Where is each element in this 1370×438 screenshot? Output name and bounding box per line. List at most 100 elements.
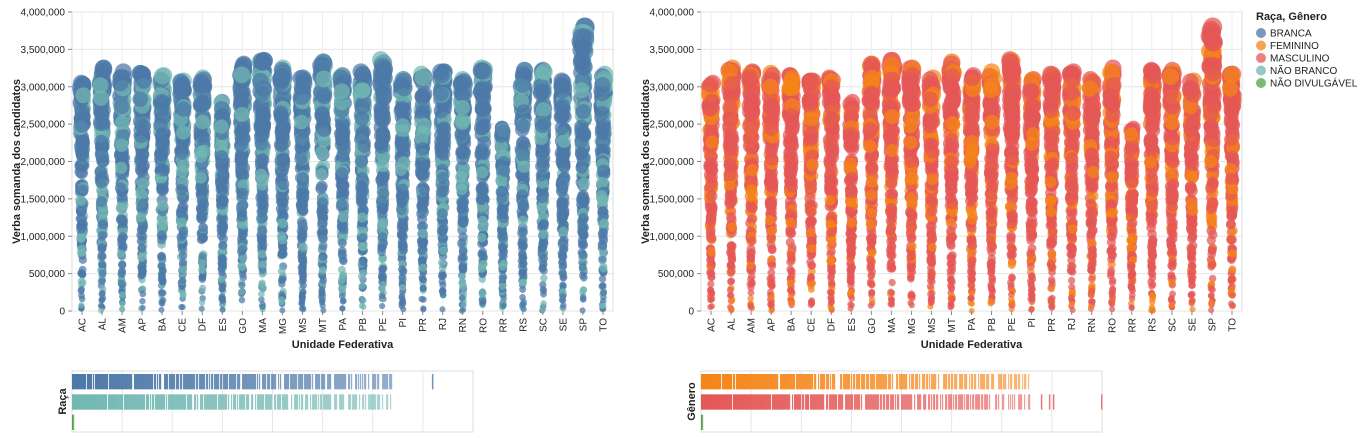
data-point: [333, 83, 350, 100]
x-tick-label: PI: [398, 318, 409, 327]
data-point: [118, 261, 127, 270]
data-point: [781, 79, 798, 96]
data-point: [767, 268, 776, 277]
data-point: [437, 208, 448, 219]
data-point: [355, 172, 369, 185]
data-point: [458, 263, 467, 272]
data-point: [135, 72, 153, 89]
data-point: [258, 280, 266, 289]
data-point: [787, 299, 795, 307]
data-point: [766, 240, 776, 250]
data-point: [418, 182, 430, 195]
data-point: [354, 82, 371, 99]
data-point: [97, 251, 106, 260]
data-point: [458, 272, 466, 281]
data-point: [117, 279, 125, 287]
data-point: [706, 206, 717, 217]
data-point: [824, 113, 839, 129]
data-point: [255, 80, 272, 97]
data-point: [275, 123, 291, 139]
data-point: [480, 297, 487, 305]
data-point: [94, 134, 108, 149]
data-point: [557, 172, 570, 185]
data-point: [517, 215, 528, 226]
data-point: [744, 121, 759, 137]
data-point: [378, 270, 386, 279]
data-point: [339, 298, 347, 305]
data-point: [580, 273, 588, 282]
data-point: [98, 296, 105, 304]
data-point: [519, 294, 526, 301]
data-point: [338, 277, 346, 285]
data-point: [597, 164, 610, 177]
data-point: [514, 76, 531, 93]
data-point: [475, 120, 490, 136]
x-tick-label: DF: [198, 318, 209, 331]
data-point: [558, 226, 569, 237]
data-point: [296, 172, 310, 185]
data-point: [557, 134, 571, 148]
data-point: [97, 207, 109, 219]
data-point: [358, 282, 366, 290]
data-point: [416, 142, 430, 156]
data-point: [114, 182, 127, 194]
data-point: [196, 210, 207, 221]
data-point: [236, 90, 252, 107]
data-point: [299, 294, 306, 302]
data-point: [702, 101, 718, 117]
data-point: [78, 302, 85, 309]
data-point: [95, 196, 107, 208]
data-point: [496, 124, 511, 139]
data-point: [357, 184, 370, 197]
y-tick-label: 0: [688, 307, 694, 318]
data-point: [826, 288, 834, 296]
data-point: [518, 249, 527, 259]
data-point: [726, 212, 737, 223]
data-point: [257, 199, 269, 211]
data-point: [336, 198, 348, 210]
data-point: [419, 263, 428, 272]
data-point: [139, 297, 146, 305]
data-point: [707, 247, 716, 257]
data-point: [377, 171, 390, 184]
data-point: [825, 128, 840, 143]
data-point: [498, 282, 506, 290]
data-point: [536, 192, 548, 204]
data-point: [599, 264, 608, 273]
data-point: [808, 279, 816, 288]
data-point: [533, 83, 550, 100]
data-point: [214, 175, 227, 188]
data-point: [516, 136, 530, 151]
data-point: [178, 276, 187, 285]
data-point: [259, 303, 266, 310]
data-point: [452, 76, 470, 93]
data-point: [336, 124, 351, 139]
data-point: [600, 289, 607, 297]
data-point: [237, 244, 247, 254]
x-tick-label: MS: [298, 318, 309, 333]
data-point: [77, 269, 86, 278]
data-point: [745, 163, 759, 177]
data-point: [234, 150, 248, 164]
data-point: [176, 232, 186, 242]
data-point: [439, 288, 447, 296]
data-point: [477, 233, 487, 243]
data-point: [256, 153, 270, 167]
y-tick-label: 1,500,000: [21, 194, 66, 205]
data-point: [705, 216, 716, 227]
data-point: [417, 117, 432, 133]
data-point: [787, 286, 795, 294]
data-point: [257, 249, 267, 259]
data-point: [237, 199, 249, 211]
data-point: [275, 203, 287, 215]
data-point: [154, 95, 171, 112]
data-point: [235, 160, 248, 173]
data-point: [433, 103, 449, 119]
data-point: [518, 268, 527, 277]
data-point: [746, 261, 755, 270]
y-tick-label: 4,000,000: [21, 8, 66, 19]
data-point: [175, 165, 189, 178]
x-tick-label: AM: [118, 318, 129, 333]
data-point: [279, 307, 286, 314]
